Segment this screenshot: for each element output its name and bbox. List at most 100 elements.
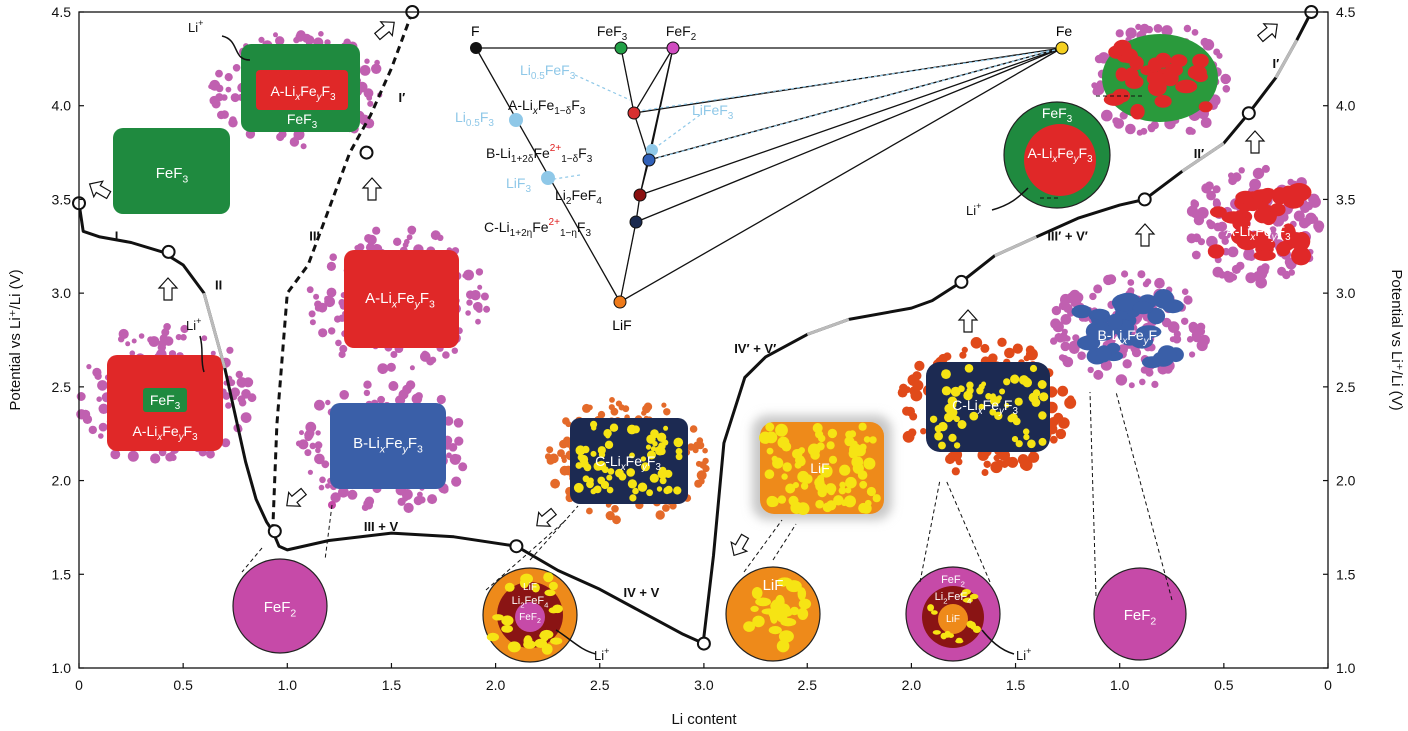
fef3-inclusion-label: FeF3	[150, 392, 181, 412]
dot	[165, 452, 175, 462]
dot	[315, 430, 321, 436]
dot	[356, 243, 365, 251]
tie-line	[639, 47, 1063, 196]
dot	[669, 502, 677, 510]
dot	[902, 430, 915, 443]
dot	[309, 442, 317, 450]
core-fef2-label: FeF2	[519, 612, 541, 625]
fe-particle	[777, 495, 787, 504]
b-phase-grain	[1071, 304, 1092, 319]
annotation-layer: Li+ Li+ Li+ Li+ Li+	[88, 18, 1278, 663]
dot	[909, 412, 918, 421]
fe-particle	[606, 474, 613, 481]
fe-particle	[550, 637, 563, 645]
fe-particle	[839, 481, 846, 489]
dot	[475, 306, 483, 313]
dot	[1282, 270, 1291, 280]
y-tick-label-right: 1.0	[1336, 660, 1356, 676]
dot	[1028, 451, 1040, 463]
dot	[314, 399, 325, 411]
dot	[702, 447, 708, 454]
region-label: I	[115, 229, 119, 244]
dot	[293, 36, 300, 44]
point-li2fef4	[633, 188, 647, 202]
dot	[232, 64, 241, 72]
arrow-shape	[373, 21, 395, 41]
dot	[608, 404, 615, 411]
fe-particle	[1009, 413, 1018, 422]
arrow-shape	[957, 309, 979, 333]
tie-line	[633, 47, 674, 114]
fe-particle	[664, 485, 673, 494]
core-li2fef4-label: Li2FeF4	[512, 595, 549, 609]
dot	[417, 491, 423, 498]
b-phase-grain	[1147, 307, 1166, 325]
fe-particle	[819, 464, 833, 478]
dot	[662, 504, 670, 512]
arrow-icon	[1244, 130, 1266, 154]
fe-particle	[645, 444, 652, 450]
dot	[1139, 378, 1146, 386]
arrow-icon	[957, 309, 979, 333]
dot	[1060, 314, 1072, 325]
dot	[1192, 332, 1202, 343]
c-phase-mid-label: C-LixFeyF3	[595, 453, 661, 473]
li-arrow	[199, 335, 205, 373]
fe-particle	[786, 580, 802, 593]
fe-particle	[966, 387, 974, 395]
arrow-icon	[373, 21, 395, 41]
fef3-top-label: FeF3	[287, 111, 318, 131]
dot	[403, 502, 414, 513]
fe-particle	[858, 422, 867, 431]
label-a-phase: A-LixFe1−δF3	[508, 97, 586, 117]
dot	[1169, 336, 1176, 343]
dot	[454, 436, 464, 446]
fe-particle	[646, 489, 653, 497]
fe-particle	[659, 477, 667, 485]
fe-particle	[507, 641, 521, 653]
dot	[98, 403, 109, 414]
fef2-circle-right	[1093, 567, 1187, 661]
a-phase-grain	[1271, 187, 1289, 205]
dot	[1192, 233, 1202, 243]
state-marker	[509, 539, 524, 554]
fe-particle	[627, 479, 638, 489]
dot	[364, 234, 373, 243]
dot	[1121, 270, 1129, 278]
dot	[980, 343, 990, 353]
dot	[1115, 374, 1128, 386]
fe-particle	[970, 621, 976, 630]
fe-particle	[609, 423, 619, 432]
fe-particle	[953, 442, 961, 449]
fe-particle	[844, 495, 856, 508]
dot	[483, 305, 491, 313]
dot	[338, 486, 349, 498]
fe-particle	[869, 436, 877, 444]
b-phase-grain	[1130, 333, 1154, 349]
dot	[339, 344, 348, 353]
fe-particle	[775, 594, 785, 609]
dot	[347, 489, 358, 500]
fe-particle	[778, 579, 789, 587]
fe-particle	[957, 420, 967, 429]
arrow-shape	[536, 507, 558, 527]
li-plus-label: Li+	[594, 646, 609, 663]
fe-particle	[1022, 428, 1030, 435]
x-tick-label: 1.5	[382, 677, 402, 693]
dot	[305, 35, 315, 45]
dot	[390, 351, 398, 358]
dot	[453, 418, 464, 428]
fe-particle	[978, 383, 985, 390]
fe-particle	[782, 462, 792, 472]
fe-particle	[999, 388, 1006, 395]
dot	[82, 414, 93, 424]
y-tick-label-right: 3.0	[1336, 285, 1356, 301]
dashed-connector	[772, 523, 797, 561]
dot	[247, 393, 257, 403]
dot	[1196, 322, 1206, 332]
light-point	[509, 113, 523, 127]
dot	[275, 36, 285, 46]
dot	[1255, 276, 1267, 289]
fe-particle	[827, 428, 838, 439]
